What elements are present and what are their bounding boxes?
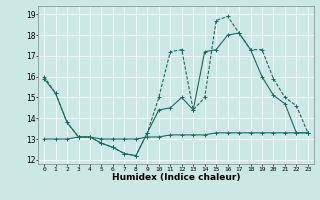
X-axis label: Humidex (Indice chaleur): Humidex (Indice chaleur) xyxy=(112,173,240,182)
